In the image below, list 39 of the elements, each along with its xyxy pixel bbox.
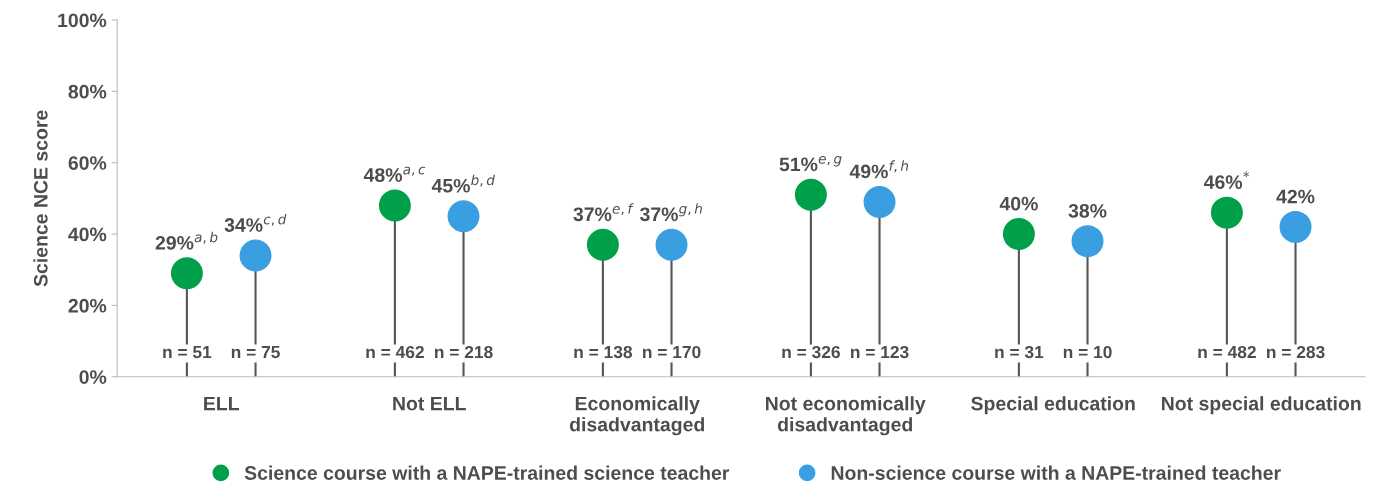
y-tick-label: 0% <box>79 370 107 384</box>
x-tick-label: ELL <box>204 396 239 411</box>
annotation: n = 462 <box>366 345 424 359</box>
annotation: n = 10 <box>1063 345 1112 359</box>
x-tick-label: Special education <box>971 396 1135 415</box>
annotation: n = 218 <box>435 345 493 359</box>
data-label: 38% <box>1068 203 1107 218</box>
y-axis-title: Science NCE score <box>33 110 48 287</box>
x-tick-label: Not ELL <box>393 396 466 411</box>
x-tick-label: Economically disadvantaged <box>569 396 705 436</box>
data-label: 45%$^{b,d}$ <box>431 174 495 193</box>
annotation: n = 123 <box>851 345 909 359</box>
y-tick-label: 60% <box>68 156 107 170</box>
y-tick-label: 40% <box>68 227 107 242</box>
data-label: 40% <box>999 196 1038 211</box>
annotation: n = 138 <box>574 345 633 359</box>
data-label: 49%$^{f,h}$ <box>849 160 909 179</box>
x-tick-label: Not economically disadvantaged <box>766 396 926 436</box>
data-label: 29%$^{a,b}$ <box>155 231 218 250</box>
x-tick-label: Not special education <box>1162 396 1361 415</box>
y-tick-label: 20% <box>68 298 107 313</box>
annotation: n = 283 <box>1267 345 1325 359</box>
data-label: 42% <box>1276 189 1315 204</box>
legend-label: Science course with a NAPE-trained science teacher <box>244 465 730 480</box>
annotation: n = 31 <box>995 345 1044 359</box>
data-label: 37%$^{e,f}$ <box>573 203 634 222</box>
annotation: n = 75 <box>231 346 280 359</box>
data-label: 34%$^{c,d}$ <box>224 213 287 232</box>
annotation: n = 170 <box>643 345 701 359</box>
data-label: 46%$^{*}$ <box>1203 171 1250 190</box>
annotation: n = 51 <box>163 346 212 359</box>
legend-label: Non-science course with a NAPE-trained teacher <box>831 465 1281 480</box>
data-label: 37%$^{g,h}$ <box>639 203 702 222</box>
annotation: n = 326 <box>782 345 840 359</box>
annotation: n = 482 <box>1198 345 1256 359</box>
y-tick-label: 100% <box>58 13 107 28</box>
y-tick-label: 80% <box>68 84 107 99</box>
data-label: 48%$^{a,c}$ <box>363 166 426 182</box>
data-label: 51%$^{e,g}$ <box>779 155 842 172</box>
